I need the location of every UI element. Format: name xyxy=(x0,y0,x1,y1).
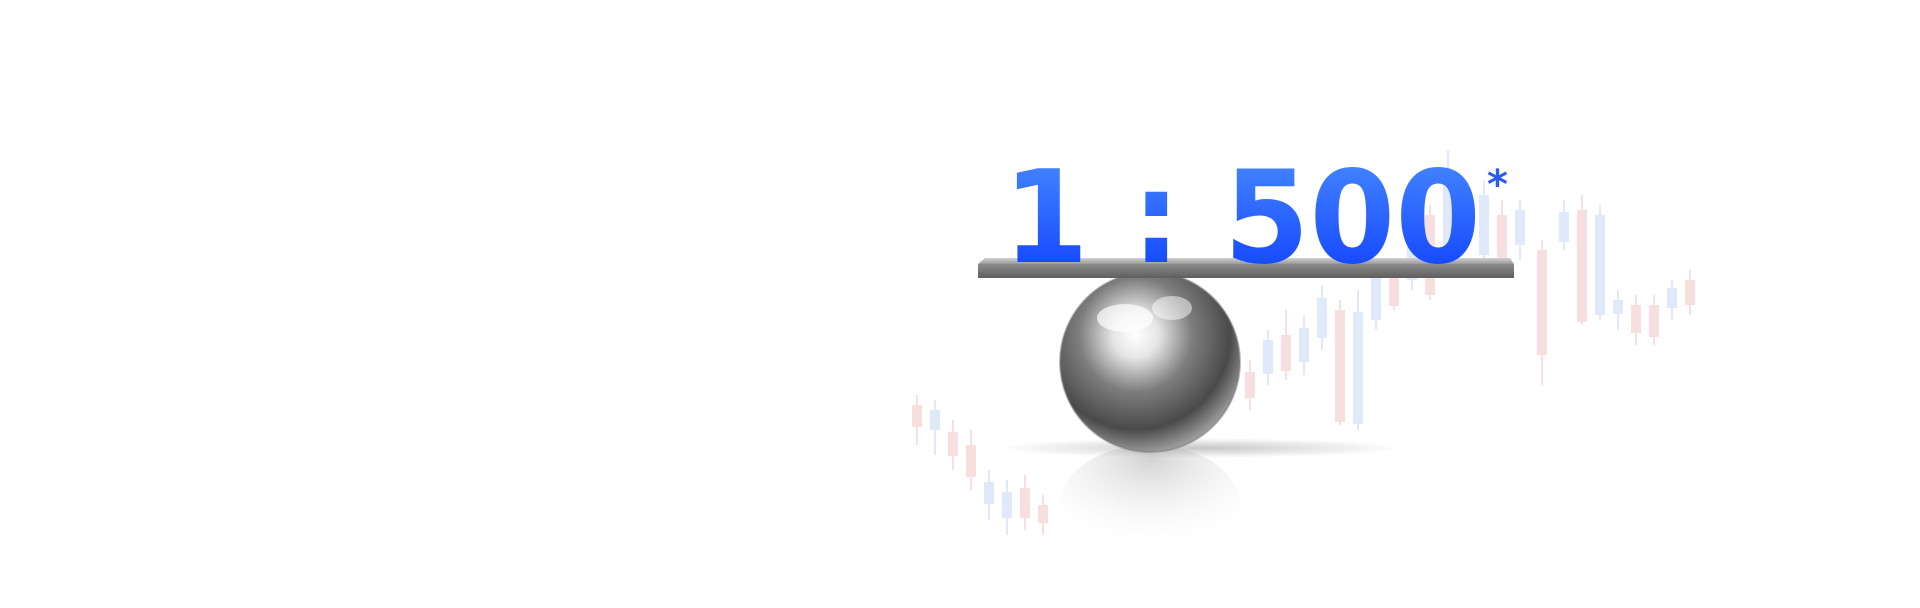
candle xyxy=(1559,200,1569,250)
candle xyxy=(1649,295,1659,345)
candle xyxy=(1299,315,1309,375)
candle xyxy=(1631,295,1641,345)
ball-reflection xyxy=(1060,445,1240,565)
candle xyxy=(1317,285,1327,350)
candle xyxy=(1667,280,1677,320)
candle xyxy=(1443,150,1453,260)
candle xyxy=(1335,300,1345,425)
candlestick-background xyxy=(912,150,1695,535)
candle xyxy=(1479,180,1489,260)
floor-shadow xyxy=(1000,438,1400,458)
candle xyxy=(1577,195,1587,325)
candle xyxy=(984,470,994,520)
metal-ball-balance-icon xyxy=(1059,271,1241,453)
leverage-ratio: 1 : 500 xyxy=(1003,144,1481,293)
candle xyxy=(1537,240,1547,385)
candle xyxy=(1613,290,1623,330)
candle xyxy=(1595,205,1605,320)
candle xyxy=(912,395,922,445)
candle xyxy=(948,420,958,470)
candle xyxy=(1038,495,1048,535)
candle xyxy=(1263,330,1273,385)
candle xyxy=(1425,205,1435,300)
candle xyxy=(1461,190,1471,250)
candle xyxy=(966,430,976,490)
candle xyxy=(1002,480,1012,535)
candle xyxy=(1020,475,1030,530)
candle xyxy=(1353,290,1363,430)
candle xyxy=(1245,360,1255,410)
balance-plank xyxy=(978,258,1514,278)
disclaimer-asterisk: * xyxy=(1487,162,1508,208)
candle xyxy=(930,400,940,455)
candle xyxy=(1407,220,1417,290)
candle xyxy=(1515,200,1525,260)
candle xyxy=(1685,270,1695,315)
candle xyxy=(1281,310,1291,380)
